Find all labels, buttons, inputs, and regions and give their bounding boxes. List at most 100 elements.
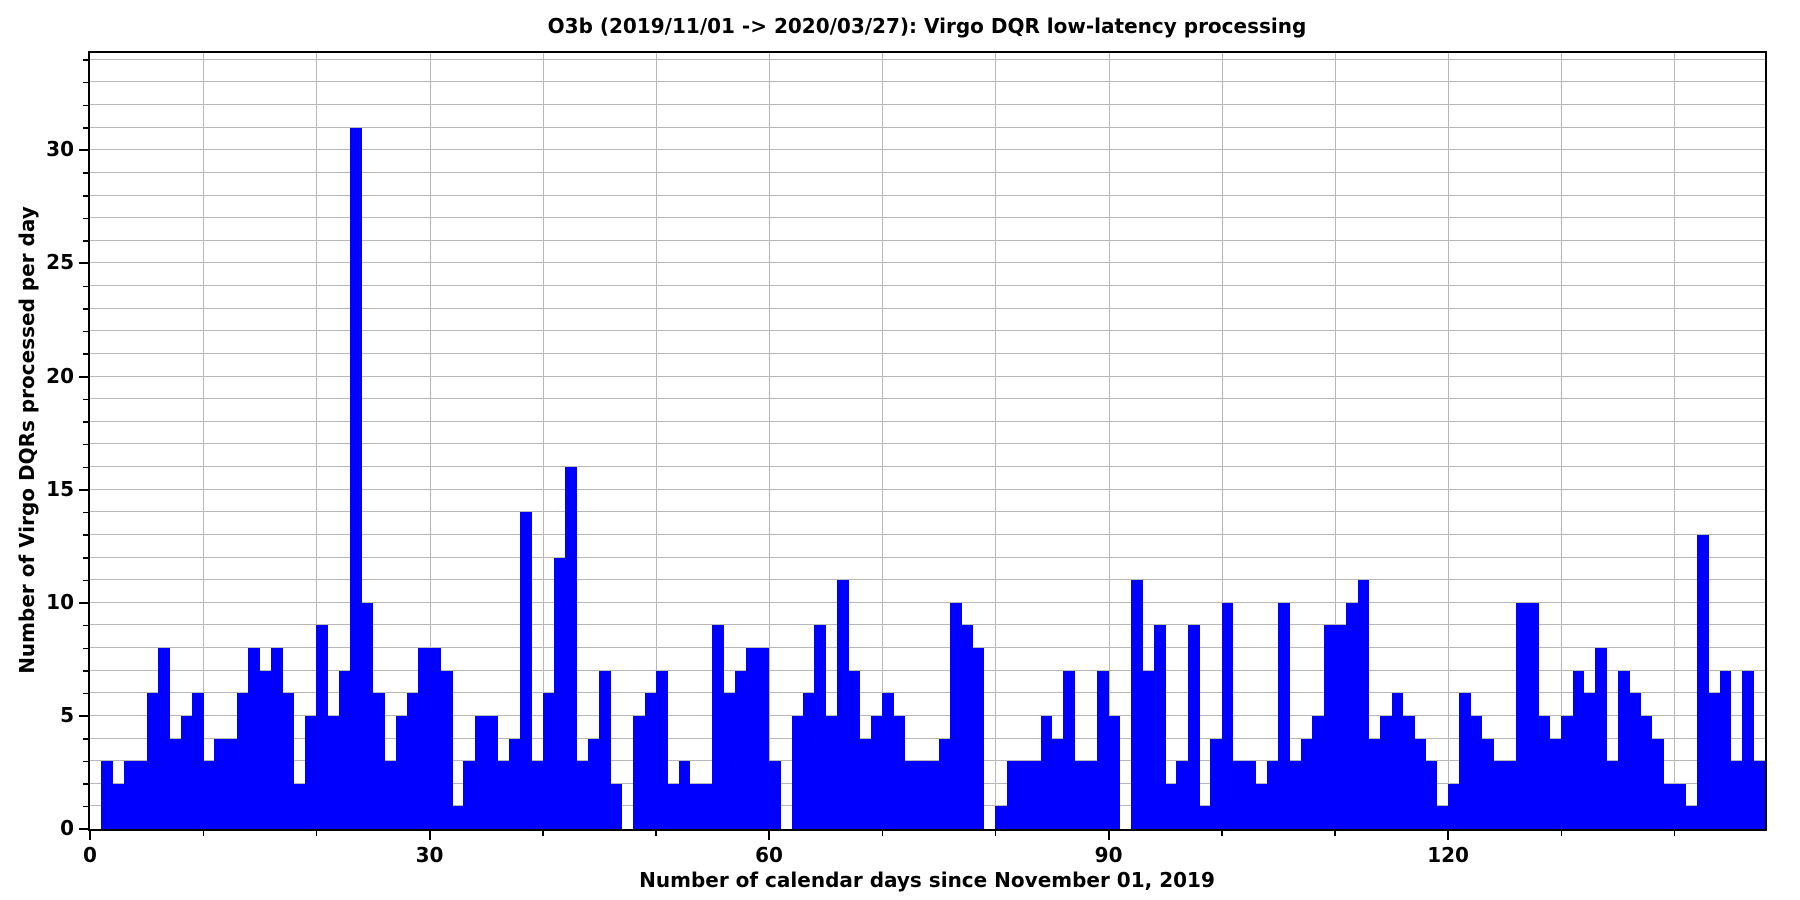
- gridline-horizontal: [90, 624, 1765, 626]
- histogram-bar: [282, 693, 295, 829]
- histogram-bar: [1470, 715, 1483, 829]
- histogram-bar: [1255, 783, 1268, 829]
- histogram-bar: [1448, 783, 1460, 829]
- histogram-bar: [814, 625, 827, 829]
- histogram-bar: [701, 783, 713, 829]
- histogram-bar: [350, 127, 362, 829]
- gridline-vertical: [316, 53, 318, 829]
- histogram-bar: [859, 738, 872, 829]
- gridline-horizontal: [90, 262, 1765, 264]
- histogram-bar: [169, 738, 181, 829]
- gridline-horizontal: [90, 737, 1765, 739]
- y-major-tick: [79, 714, 88, 717]
- gridline-horizontal: [90, 579, 1765, 581]
- y-tick-label: 25: [46, 250, 74, 275]
- histogram-bar: [1131, 580, 1143, 829]
- gridline-horizontal: [90, 714, 1765, 716]
- x-tick-label: 0: [83, 843, 97, 867]
- gridline-vertical: [655, 53, 657, 829]
- histogram-bar: [587, 738, 600, 829]
- histogram-bar: [950, 602, 962, 829]
- histogram-bar: [1482, 738, 1494, 829]
- x-minor-tick: [315, 831, 318, 836]
- gridline-horizontal: [90, 647, 1765, 649]
- gridline-horizontal: [90, 533, 1765, 535]
- histogram-bar: [1357, 580, 1370, 829]
- gridline-vertical: [995, 53, 997, 829]
- histogram-bar: [995, 806, 1008, 829]
- histogram-bar: [305, 715, 317, 829]
- gridline-horizontal: [90, 556, 1765, 558]
- y-minor-tick: [83, 81, 88, 84]
- y-axis-label: Number of Virgo DQRs processed per day: [15, 206, 39, 674]
- histogram-bar: [848, 670, 860, 829]
- y-minor-tick: [83, 217, 88, 220]
- histogram-bar: [1323, 625, 1336, 829]
- histogram-bar: [565, 467, 578, 829]
- histogram-bar: [1572, 670, 1585, 829]
- y-minor-tick: [83, 624, 88, 627]
- y-minor-tick: [83, 557, 88, 559]
- y-minor-tick: [83, 104, 88, 107]
- gridline-horizontal: [90, 126, 1765, 128]
- histogram-bar: [384, 761, 396, 829]
- histogram-bar: [1289, 761, 1302, 829]
- gridline-horizontal: [90, 307, 1765, 309]
- gridline-horizontal: [90, 217, 1765, 219]
- histogram-bar: [576, 761, 589, 829]
- gridline-horizontal: [90, 81, 1765, 83]
- y-tick-label: 10: [46, 589, 74, 614]
- histogram-bar: [180, 715, 193, 829]
- histogram-bar: [1617, 670, 1630, 829]
- histogram-bar: [191, 693, 204, 829]
- histogram-bar: [1029, 761, 1042, 829]
- y-minor-tick: [83, 760, 88, 763]
- histogram-bar: [882, 693, 894, 829]
- histogram-bar: [1663, 783, 1675, 829]
- y-major-tick: [79, 488, 88, 491]
- histogram-bar: [678, 761, 691, 829]
- histogram-bar: [418, 648, 430, 829]
- histogram-bar: [1674, 783, 1687, 829]
- histogram-bar: [599, 670, 611, 829]
- histogram-bar: [157, 648, 170, 829]
- x-minor-tick: [994, 831, 997, 836]
- histogram-bar: [327, 715, 340, 829]
- gridline-horizontal: [90, 239, 1765, 241]
- histogram-bar: [203, 761, 215, 829]
- histogram-bar: [938, 738, 951, 829]
- histogram-bar: [554, 557, 566, 829]
- histogram-bar: [1142, 670, 1155, 829]
- gridline-horizontal: [90, 194, 1765, 196]
- gridline-horizontal: [90, 58, 1765, 60]
- histogram-bar: [1583, 693, 1596, 829]
- histogram-bar: [1549, 738, 1562, 829]
- gridline-vertical: [429, 53, 431, 829]
- histogram-bar: [1267, 761, 1279, 829]
- x-major-tick: [89, 831, 91, 840]
- x-minor-tick: [1334, 831, 1336, 836]
- histogram-bar: [1708, 693, 1721, 829]
- histogram-bar: [1516, 602, 1528, 829]
- gridline-horizontal: [90, 149, 1765, 151]
- y-minor-tick: [83, 195, 88, 197]
- y-minor-tick: [83, 59, 88, 61]
- y-minor-tick: [83, 511, 88, 514]
- y-tick-label: 5: [60, 702, 74, 727]
- gridline-horizontal: [90, 443, 1765, 445]
- y-tick-label: 15: [46, 476, 74, 501]
- histogram-bar: [1606, 761, 1619, 829]
- x-minor-tick: [881, 831, 884, 836]
- x-minor-tick: [542, 831, 544, 836]
- histogram-bar: [1153, 625, 1166, 829]
- y-minor-tick: [83, 330, 88, 333]
- histogram-bar: [1436, 806, 1449, 829]
- histogram-bar: [961, 625, 974, 829]
- histogram-bar: [440, 670, 453, 829]
- gridline-horizontal: [90, 352, 1765, 354]
- y-minor-tick: [83, 692, 88, 695]
- histogram-bar: [644, 693, 657, 829]
- histogram-bar: [1210, 738, 1223, 829]
- histogram-bar: [1414, 738, 1426, 829]
- histogram-bar: [712, 625, 725, 829]
